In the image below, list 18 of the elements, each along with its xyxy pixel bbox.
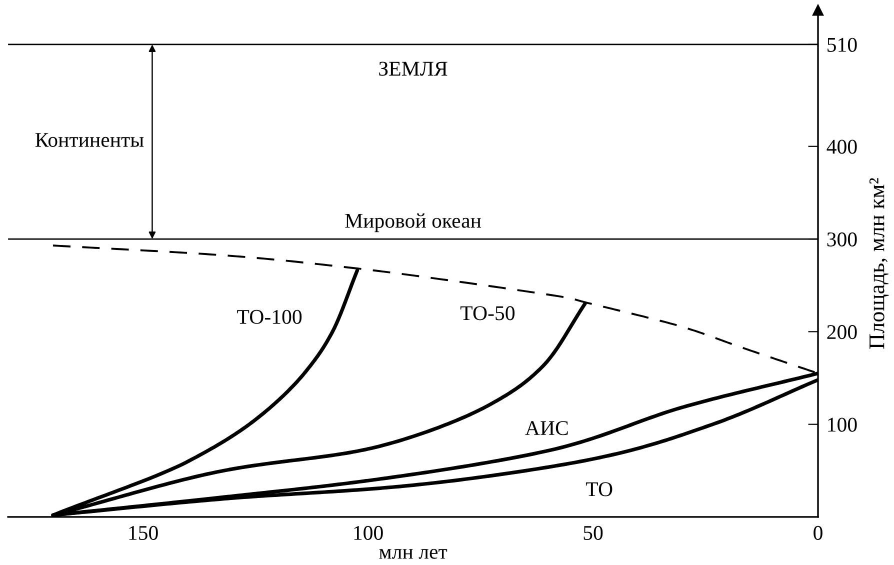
y-tick-label: 100	[828, 418, 857, 432]
series-label: ТО-100	[237, 310, 302, 324]
ref-line-label: ЗЕМЛЯ	[379, 62, 448, 76]
x-axis-title: млн лет	[379, 548, 448, 559]
x-tick-label: 50	[584, 526, 603, 540]
x-tick-label: 150	[129, 526, 158, 540]
x-tick-label: 100	[354, 526, 383, 540]
series-label: АИС	[525, 421, 568, 436]
y-tick-label: 300	[827, 232, 857, 246]
ref-line-label: Мировой океан	[345, 213, 481, 232]
y-tick-label: 400	[826, 140, 857, 154]
series-label: ТО	[586, 482, 612, 496]
annotation: Континенты	[35, 133, 144, 147]
x-tick-label: 0	[814, 526, 822, 540]
y-tick-label: 510	[828, 38, 857, 52]
y-tick-label: 200	[827, 325, 857, 340]
text: ТО-50	[460, 306, 515, 320]
y-axis-title: Площадь, млн км²	[869, 178, 889, 349]
